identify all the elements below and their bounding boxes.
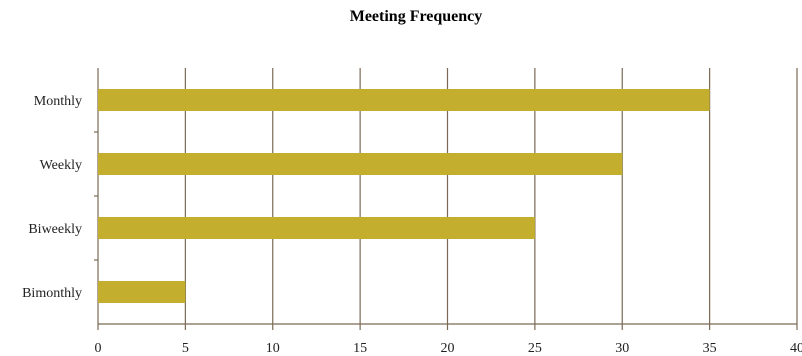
x-tick-label: 20: [441, 341, 455, 356]
chart-title: Meeting Frequency: [349, 8, 483, 25]
x-tick-label: 30: [615, 341, 629, 356]
x-tick-label: 10: [266, 341, 280, 356]
bar-bimonthly: [98, 281, 186, 303]
x-tick-label: 15: [353, 341, 367, 356]
x-tick-label: 0: [95, 341, 102, 356]
category-label: Weekly: [40, 158, 82, 173]
x-tick-label: 5: [182, 341, 189, 356]
x-tick-label: 25: [528, 341, 542, 356]
category-label: Monthly: [34, 94, 82, 109]
bar-biweekly: [98, 217, 535, 239]
bar-monthly: [98, 89, 710, 111]
category-label: Bimonthly: [22, 286, 82, 301]
bar-weekly: [98, 153, 623, 175]
category-label: Biweekly: [28, 222, 82, 237]
x-tick-label: 35: [703, 341, 717, 356]
x-tick-label: 40: [790, 341, 802, 356]
